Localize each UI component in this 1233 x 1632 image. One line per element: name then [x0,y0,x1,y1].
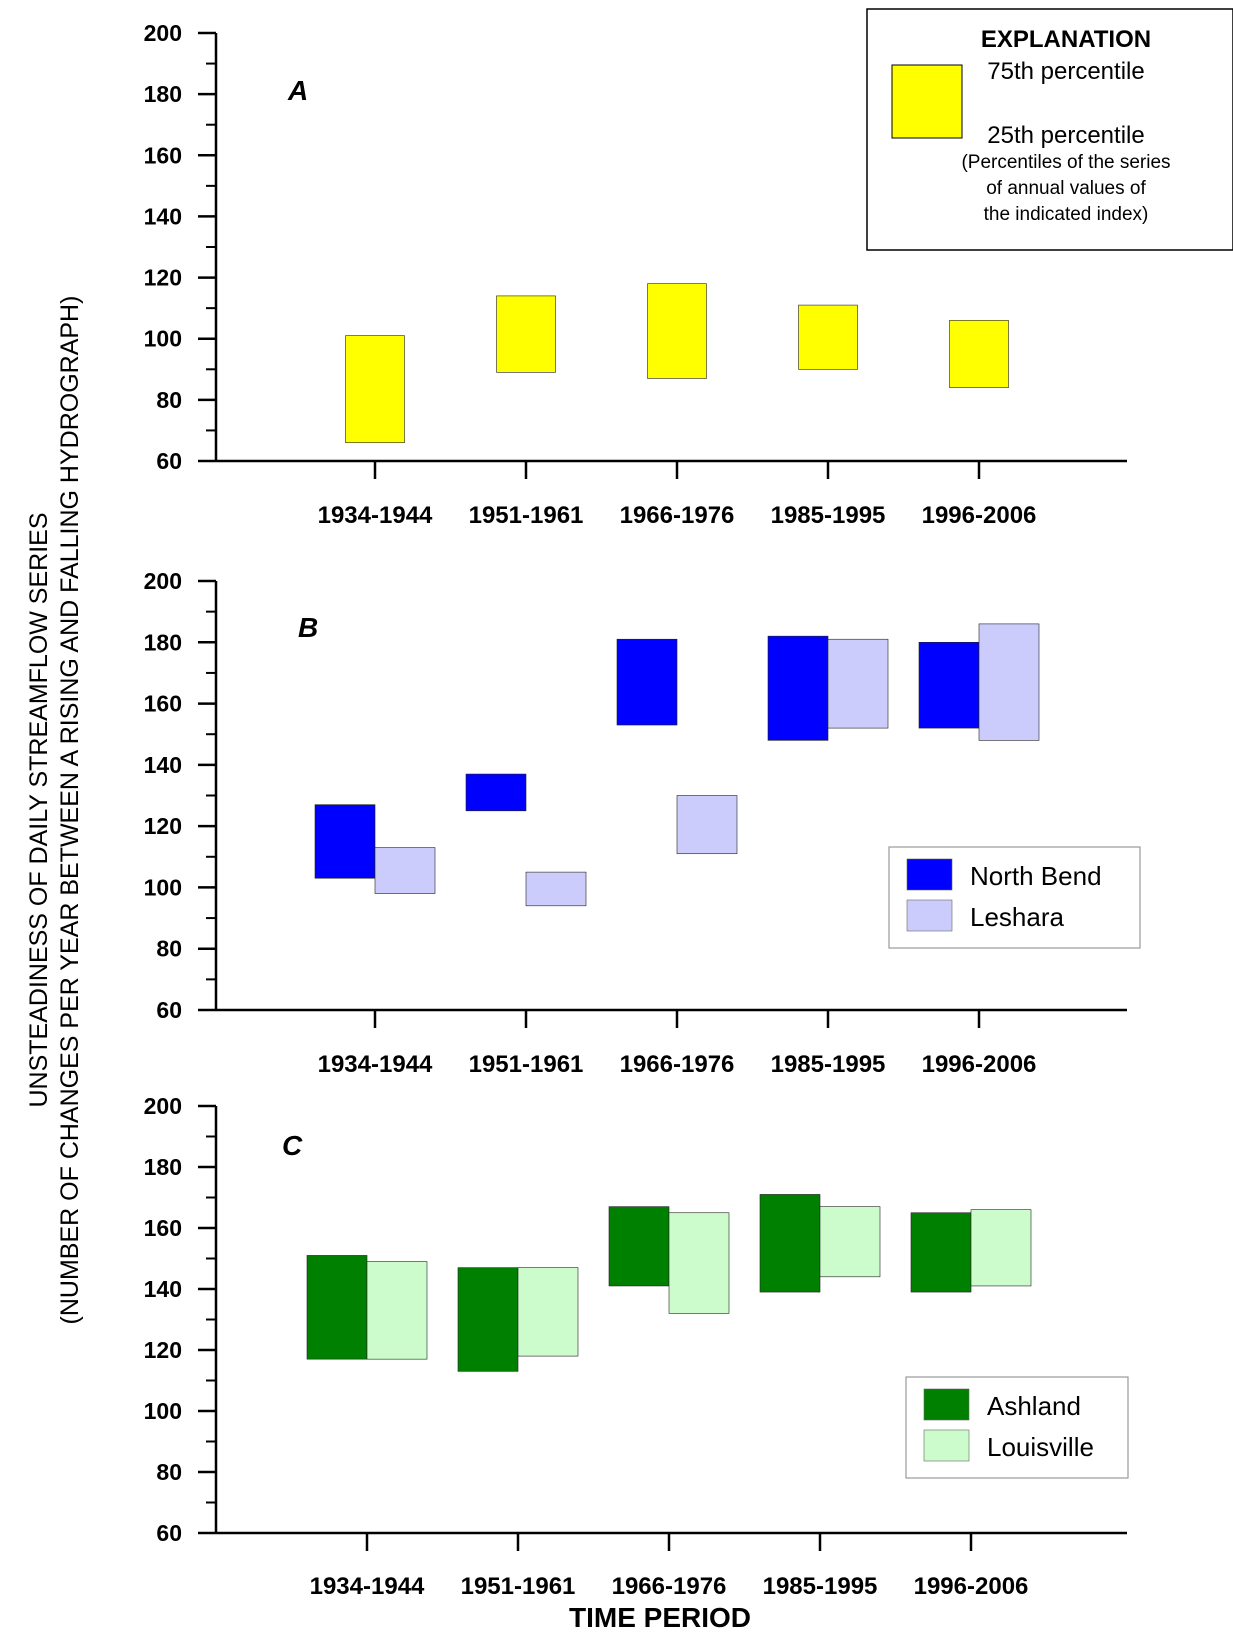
x-tick-label: 1985-1995 [771,502,886,529]
box-louisville-1996-2006 [970,1209,1032,1287]
y-axis-label: UNSTEADINESS OF DAILY STREAMFLOW SERIES … [25,296,84,1325]
x-axis-title: TIME PERIOD [569,1602,751,1632]
y-tick-label: 140 [144,1276,182,1302]
x-tick-label: 1966-1976 [620,502,735,529]
y-tick-label: 140 [144,752,182,778]
y-tick-label: 100 [144,874,182,900]
box-louisville-1966-1976 [668,1212,730,1314]
y-tick-label: 160 [144,142,182,168]
y-tick-label: 120 [144,813,182,839]
y-tick-label: 120 [144,1337,182,1363]
box-series-1996-2006 [949,320,1009,388]
box-ashland-1966-1976 [608,1206,670,1287]
explanation-swatch [891,64,963,139]
explanation-note-line1: (Percentiles of the series [961,152,1170,173]
legend-label-louisville: Louisville [987,1432,1094,1462]
x-tick-label: 1966-1976 [620,1051,735,1078]
legend-label-north-bend: North Bend [970,861,1102,891]
box-louisville-1934-1944 [366,1261,428,1360]
explanation-note-line3: the indicated index) [984,204,1149,225]
box-ashland-1951-1961 [457,1267,519,1372]
x-tick-label: 1934-1944 [310,1573,425,1600]
y-tick-label: 80 [156,936,182,962]
explanation-title: EXPLANATION [981,26,1151,53]
y-tick-label: 200 [144,568,182,594]
box-ashland-1996-2006 [910,1212,972,1293]
explanation-lower-label: 25th percentile [987,122,1144,149]
x-tick-label: 1951-1961 [469,502,584,529]
box-series-1934-1944 [345,335,405,443]
legend: Ashland Louisville [905,1376,1129,1479]
panel-a: 60 80 100 120 140 160 180 200 1934-1944 1951-1961… [144,20,1127,529]
box-series-1951-1961 [496,295,556,373]
box-ashland-1934-1944 [306,1255,368,1360]
panel-letter: C [282,1130,303,1161]
box-leshara-1996-2006 [978,623,1040,741]
y-tick-label: 160 [144,691,182,717]
x-tick-label: 1951-1961 [461,1573,576,1600]
y-tick-label: 200 [144,20,182,46]
box-north-bend-1934-1944 [314,804,376,879]
x-tick-label: 1985-1995 [763,1573,878,1600]
y-axis-label-line2: (NUMBER OF CHANGES PER YEAR BETWEEN A RI… [56,296,84,1325]
x-tick-label: 1934-1944 [318,502,433,529]
y-tick-label: 100 [144,326,182,352]
panel-letter: A [287,75,308,106]
x-tick-label: 1934-1944 [318,1051,433,1078]
y-tick-label: 180 [144,81,182,107]
box-north-bend-1996-2006 [918,641,980,729]
x-tick-label: 1966-1976 [612,1573,727,1600]
chart-panels: 60 80 100 120 140 160 180 200 1934-1944 1951-1961… [144,20,1141,1600]
explanation-box: EXPLANATION 75th percentile 25th percent… [866,8,1233,251]
box-leshara-1985-1995 [827,638,889,729]
y-tick-label: 120 [144,265,182,291]
legend-swatch-ashland [923,1388,970,1421]
box-series-1985-1995 [798,304,858,370]
y-tick-label: 60 [156,448,182,474]
y-tick-label: 100 [144,1398,182,1424]
y-tick-label: 180 [144,1154,182,1180]
legend-label-ashland: Ashland [987,1391,1081,1421]
y-tick-label: 60 [156,997,182,1023]
box-leshara-1951-1961 [525,871,587,907]
legend-label-leshara: Leshara [970,902,1064,932]
box-north-bend-1951-1961 [465,773,527,812]
box-louisville-1951-1961 [517,1267,579,1357]
x-tick-label: 1951-1961 [469,1051,584,1078]
y-tick-label: 60 [156,1520,182,1546]
box-series-1966-1976 [647,283,707,379]
panel-c: 60 80 100 120 140 160 180 200 1934-1944 1951-1961… [144,1093,1129,1600]
legend-swatch-louisville [923,1429,970,1462]
legend-swatch-north-bend [906,858,953,891]
y-tick-label: 180 [144,629,182,655]
box-leshara-1934-1944 [374,847,436,894]
box-ashland-1985-1995 [759,1194,821,1293]
legend: North Bend Leshara [888,846,1141,949]
y-tick-label: 160 [144,1215,182,1241]
box-leshara-1966-1976 [676,795,738,855]
legend-swatch-leshara [906,899,953,932]
y-tick-label: 200 [144,1093,182,1119]
x-tick-label: 1985-1995 [771,1051,886,1078]
explanation-note-line2: of annual values of [986,178,1146,199]
y-tick-label: 80 [156,1459,182,1485]
box-louisville-1985-1995 [819,1206,881,1278]
box-north-bend-1966-1976 [616,638,678,726]
x-tick-label: 1996-2006 [914,1573,1029,1600]
y-tick-label: 80 [156,387,182,413]
box-north-bend-1985-1995 [767,635,829,741]
y-axis-label-line1: UNSTEADINESS OF DAILY STREAMFLOW SERIES [25,512,53,1107]
panel-b: 60 80 100 120 140 160 180 200 1934-1944 1951-1961… [144,568,1141,1078]
x-tick-label: 1996-2006 [922,502,1037,529]
explanation-upper-label: 75th percentile [987,58,1144,85]
x-tick-label: 1996-2006 [922,1051,1037,1078]
panel-letter: B [298,612,318,643]
y-tick-label: 140 [144,203,182,229]
